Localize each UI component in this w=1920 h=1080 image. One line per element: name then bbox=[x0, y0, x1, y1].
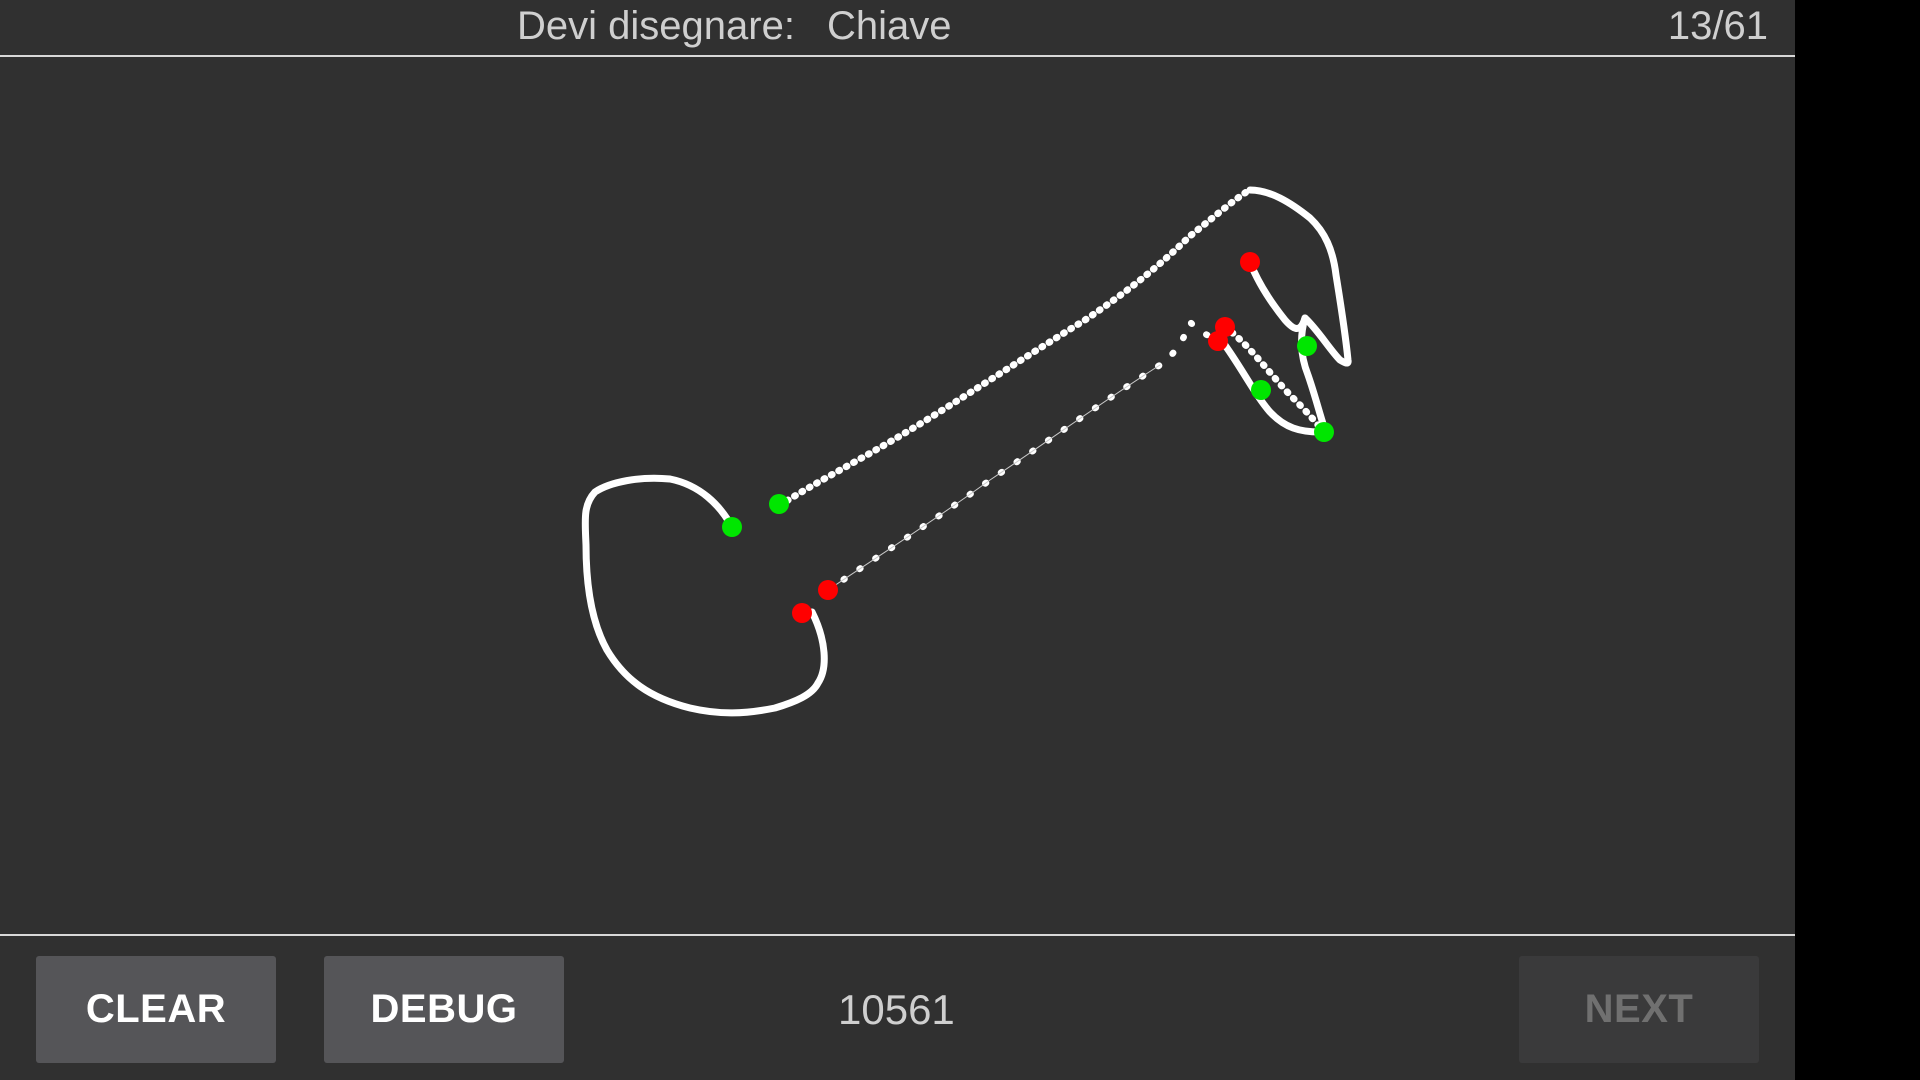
stroke-bit-upper bbox=[1246, 186, 1352, 434]
stroke-inner-jaw bbox=[1246, 258, 1309, 332]
stroke-ring bbox=[581, 474, 828, 717]
drawing-canvas[interactable] bbox=[0, 57, 1795, 934]
stroke-end-dot bbox=[1208, 331, 1228, 351]
prompt-label: Devi disegnare: bbox=[517, 4, 795, 48]
header-bar: Devi disegnare: Chiave 13/61 bbox=[0, 0, 1795, 57]
stroke-end-dot bbox=[1240, 252, 1260, 272]
stroke-lower-shaft-thin bbox=[827, 364, 1161, 591]
stroke-lower-shaft bbox=[824, 318, 1222, 594]
clear-button[interactable]: CLEAR bbox=[36, 956, 276, 1063]
stroke-start-dot bbox=[1314, 422, 1334, 442]
drawing-app: Devi disegnare: Chiave 13/61 bbox=[0, 0, 1795, 1080]
progress-counter: 13/61 bbox=[1667, 4, 1768, 48]
stroke-start-dot bbox=[1251, 380, 1271, 400]
stroke-upper-shaft bbox=[776, 186, 1254, 509]
next-button[interactable]: NEXT bbox=[1519, 956, 1759, 1063]
stroke-start-dot bbox=[1297, 336, 1317, 356]
stroke-end-dot bbox=[792, 603, 812, 623]
stroke-bit-lower-dotted bbox=[1221, 323, 1326, 434]
sketch bbox=[581, 186, 1352, 717]
footer-bar: CLEAR DEBUG 10561 NEXT bbox=[0, 934, 1795, 1080]
target-word: Chiave bbox=[826, 4, 952, 48]
stroke-start-dot bbox=[769, 494, 789, 514]
stroke-bit-lower bbox=[1218, 337, 1324, 436]
score-value: 10561 bbox=[838, 986, 955, 1033]
stroke-end-dot bbox=[818, 580, 838, 600]
debug-button[interactable]: DEBUG bbox=[324, 956, 564, 1063]
drawing-prompt: Devi disegnare: Chiave bbox=[517, 4, 951, 49]
stroke-start-dot bbox=[722, 517, 742, 537]
